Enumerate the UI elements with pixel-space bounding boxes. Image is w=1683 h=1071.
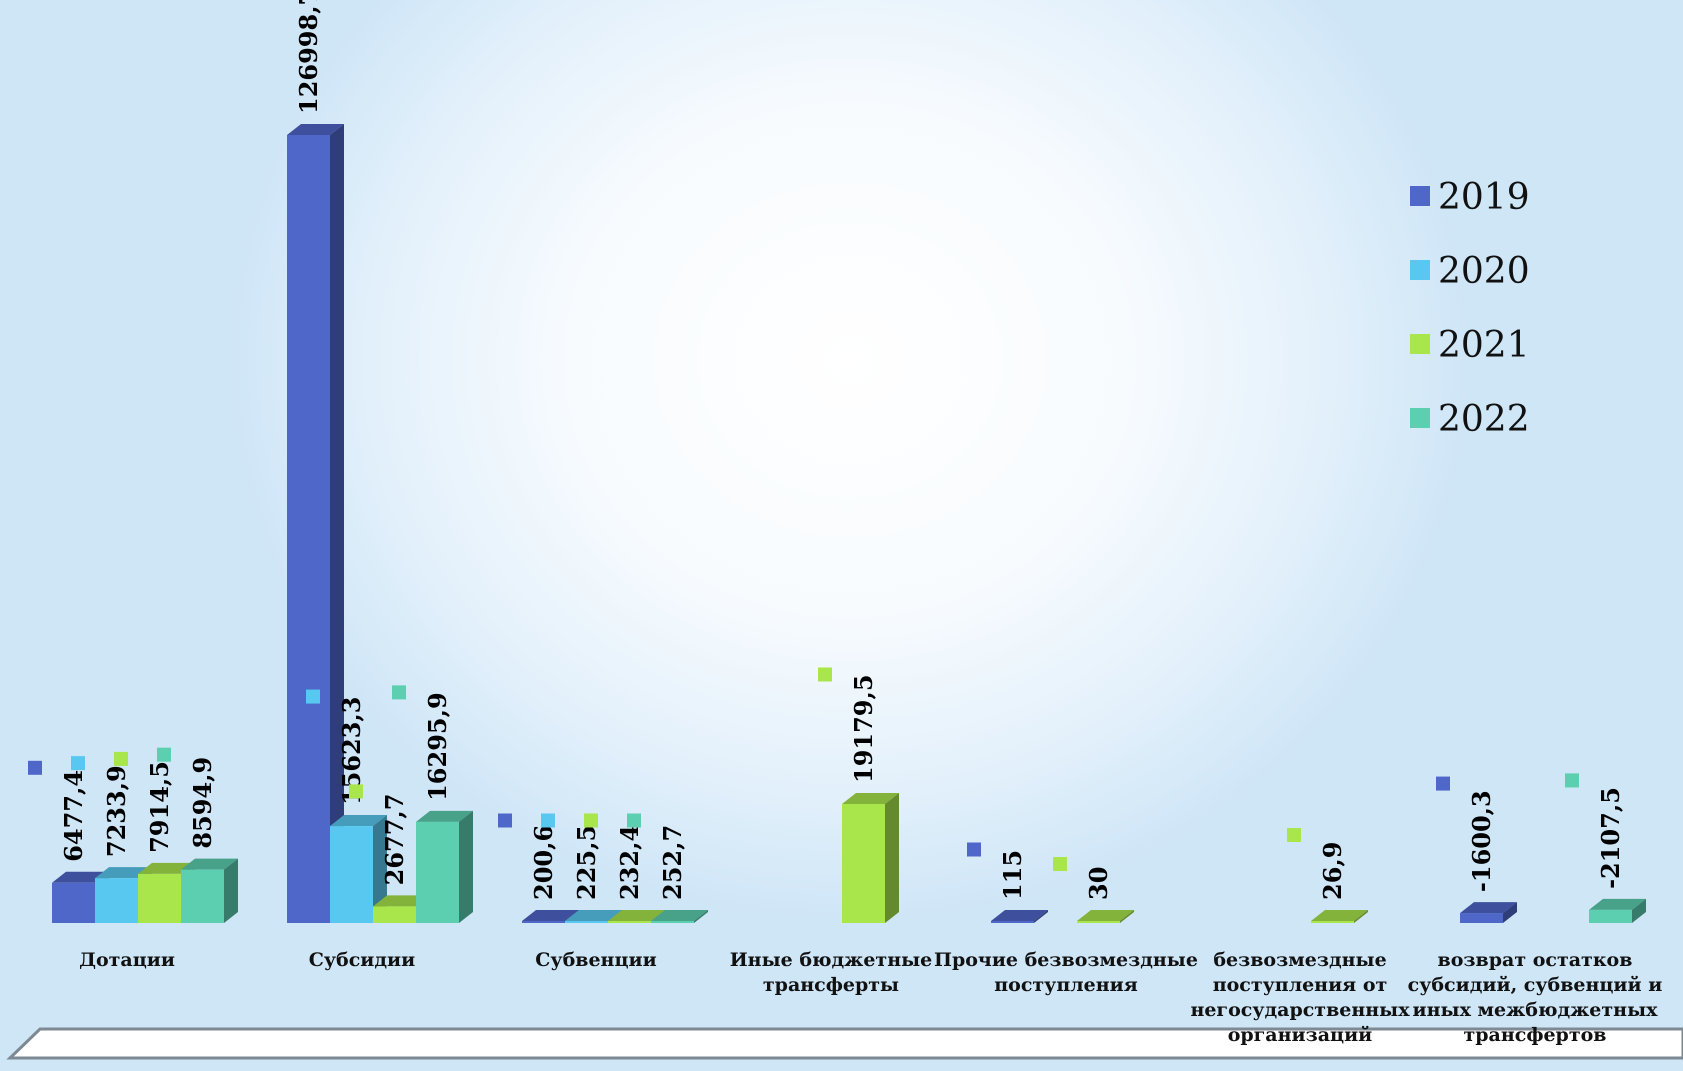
- legend: 2019 2020 2021 2022: [1410, 177, 1530, 440]
- svg-text:6477,4: 6477,4: [59, 770, 88, 862]
- bars-layer: [52, 124, 1646, 923]
- svg-text:16295,9: 16295,9: [423, 692, 452, 801]
- svg-text:7233,9: 7233,9: [102, 765, 131, 857]
- data-label-2022-2: 16295,9: [392, 685, 452, 801]
- svg-text:252,7: 252,7: [658, 825, 687, 900]
- data-label-2021-4: 19179,5: [818, 667, 878, 783]
- svg-text:8594,9: 8594,9: [188, 757, 217, 849]
- category-label-1: Дотации: [79, 949, 175, 971]
- category-label-7: возврат остатков субсидий, субвенций и ины…: [1408, 949, 1663, 1046]
- chart-floor: [6, 1027, 1683, 1060]
- data-label-2022-1: 8594,9: [157, 747, 217, 849]
- svg-text:2021: 2021: [1438, 325, 1530, 366]
- category-label-4: Иные бюджетные трансферты: [730, 949, 933, 996]
- svg-text:-1600,3: -1600,3: [1467, 790, 1496, 892]
- data-label-2021-2: 2677,7: [349, 784, 409, 885]
- svg-text:115: 115: [998, 850, 1027, 900]
- svg-text:232,4: 232,4: [615, 825, 644, 900]
- bar-2021-4: [842, 792, 899, 923]
- svg-text:30: 30: [1084, 867, 1113, 900]
- svg-text:2019: 2019: [1438, 177, 1530, 218]
- data-label-2019-2: 126998,7: [294, 0, 323, 114]
- svg-text:7914,5: 7914,5: [145, 761, 174, 853]
- data-label-2021-3: 232,4: [584, 813, 644, 900]
- data-label-2021-5: 30: [1053, 857, 1113, 900]
- data-label-2019-3: 200,6: [498, 813, 558, 900]
- svg-text:-2107,5: -2107,5: [1596, 787, 1625, 889]
- legend-item-2020: 2020: [1410, 251, 1530, 292]
- data-label-2019-1: 6477,4: [28, 760, 88, 862]
- data-label-2021-1: 7914,5: [114, 751, 174, 853]
- bar-2019-2: [287, 124, 344, 923]
- data-label-2022-3: 252,7: [627, 813, 687, 900]
- svg-text:26,9: 26,9: [1318, 842, 1347, 900]
- data-label-2020-1: 7233,9: [71, 756, 131, 857]
- data-label-2021-6: 26,9: [1287, 828, 1347, 900]
- bar-2020-2: [330, 815, 387, 923]
- svg-text:225,5: 225,5: [572, 825, 601, 900]
- category-label-2: Субсидии: [309, 949, 415, 971]
- legend-item-2022: 2022: [1410, 399, 1530, 440]
- data-label-2020-3: 225,5: [541, 813, 601, 900]
- bar-2022-7: [1589, 898, 1646, 923]
- category-label-3: Субвенции: [535, 949, 656, 971]
- data-label-2019-5: 115: [967, 842, 1027, 900]
- svg-text:2677,7: 2677,7: [380, 794, 409, 886]
- bar-2022-1: [181, 858, 238, 923]
- svg-text:126998,7: 126998,7: [294, 0, 323, 114]
- data-label-2022-7: -2107,5: [1565, 773, 1625, 889]
- bar-2022-3: [651, 910, 708, 923]
- legend-item-2021: 2021: [1410, 325, 1530, 366]
- svg-text:2020: 2020: [1438, 251, 1530, 292]
- bar-2019-7: [1460, 902, 1517, 923]
- value-labels-layer: 6477,4 7233,9 7914,5 8594,9126998,715623,32…: [28, 0, 1625, 900]
- svg-text:19179,5: 19179,5: [849, 674, 878, 783]
- bar-2021-5: [1077, 910, 1134, 923]
- category-label-6: безвозмездные поступления от негосударстве…: [1190, 949, 1410, 1046]
- legend-item-2019: 2019: [1410, 177, 1530, 218]
- bar-2021-6: [1311, 910, 1368, 923]
- category-labels-layer: Дотации Субсидии Субвенции Иные бюджетные тр…: [79, 949, 1662, 1046]
- category-label-5: Прочие безвозмездные поступления: [934, 949, 1198, 996]
- svg-text:200,6: 200,6: [529, 825, 558, 900]
- data-label-2019-7: -1600,3: [1436, 776, 1496, 892]
- svg-text:2022: 2022: [1438, 399, 1530, 440]
- bar-2019-5: [991, 910, 1048, 923]
- bar-2022-2: [416, 810, 473, 923]
